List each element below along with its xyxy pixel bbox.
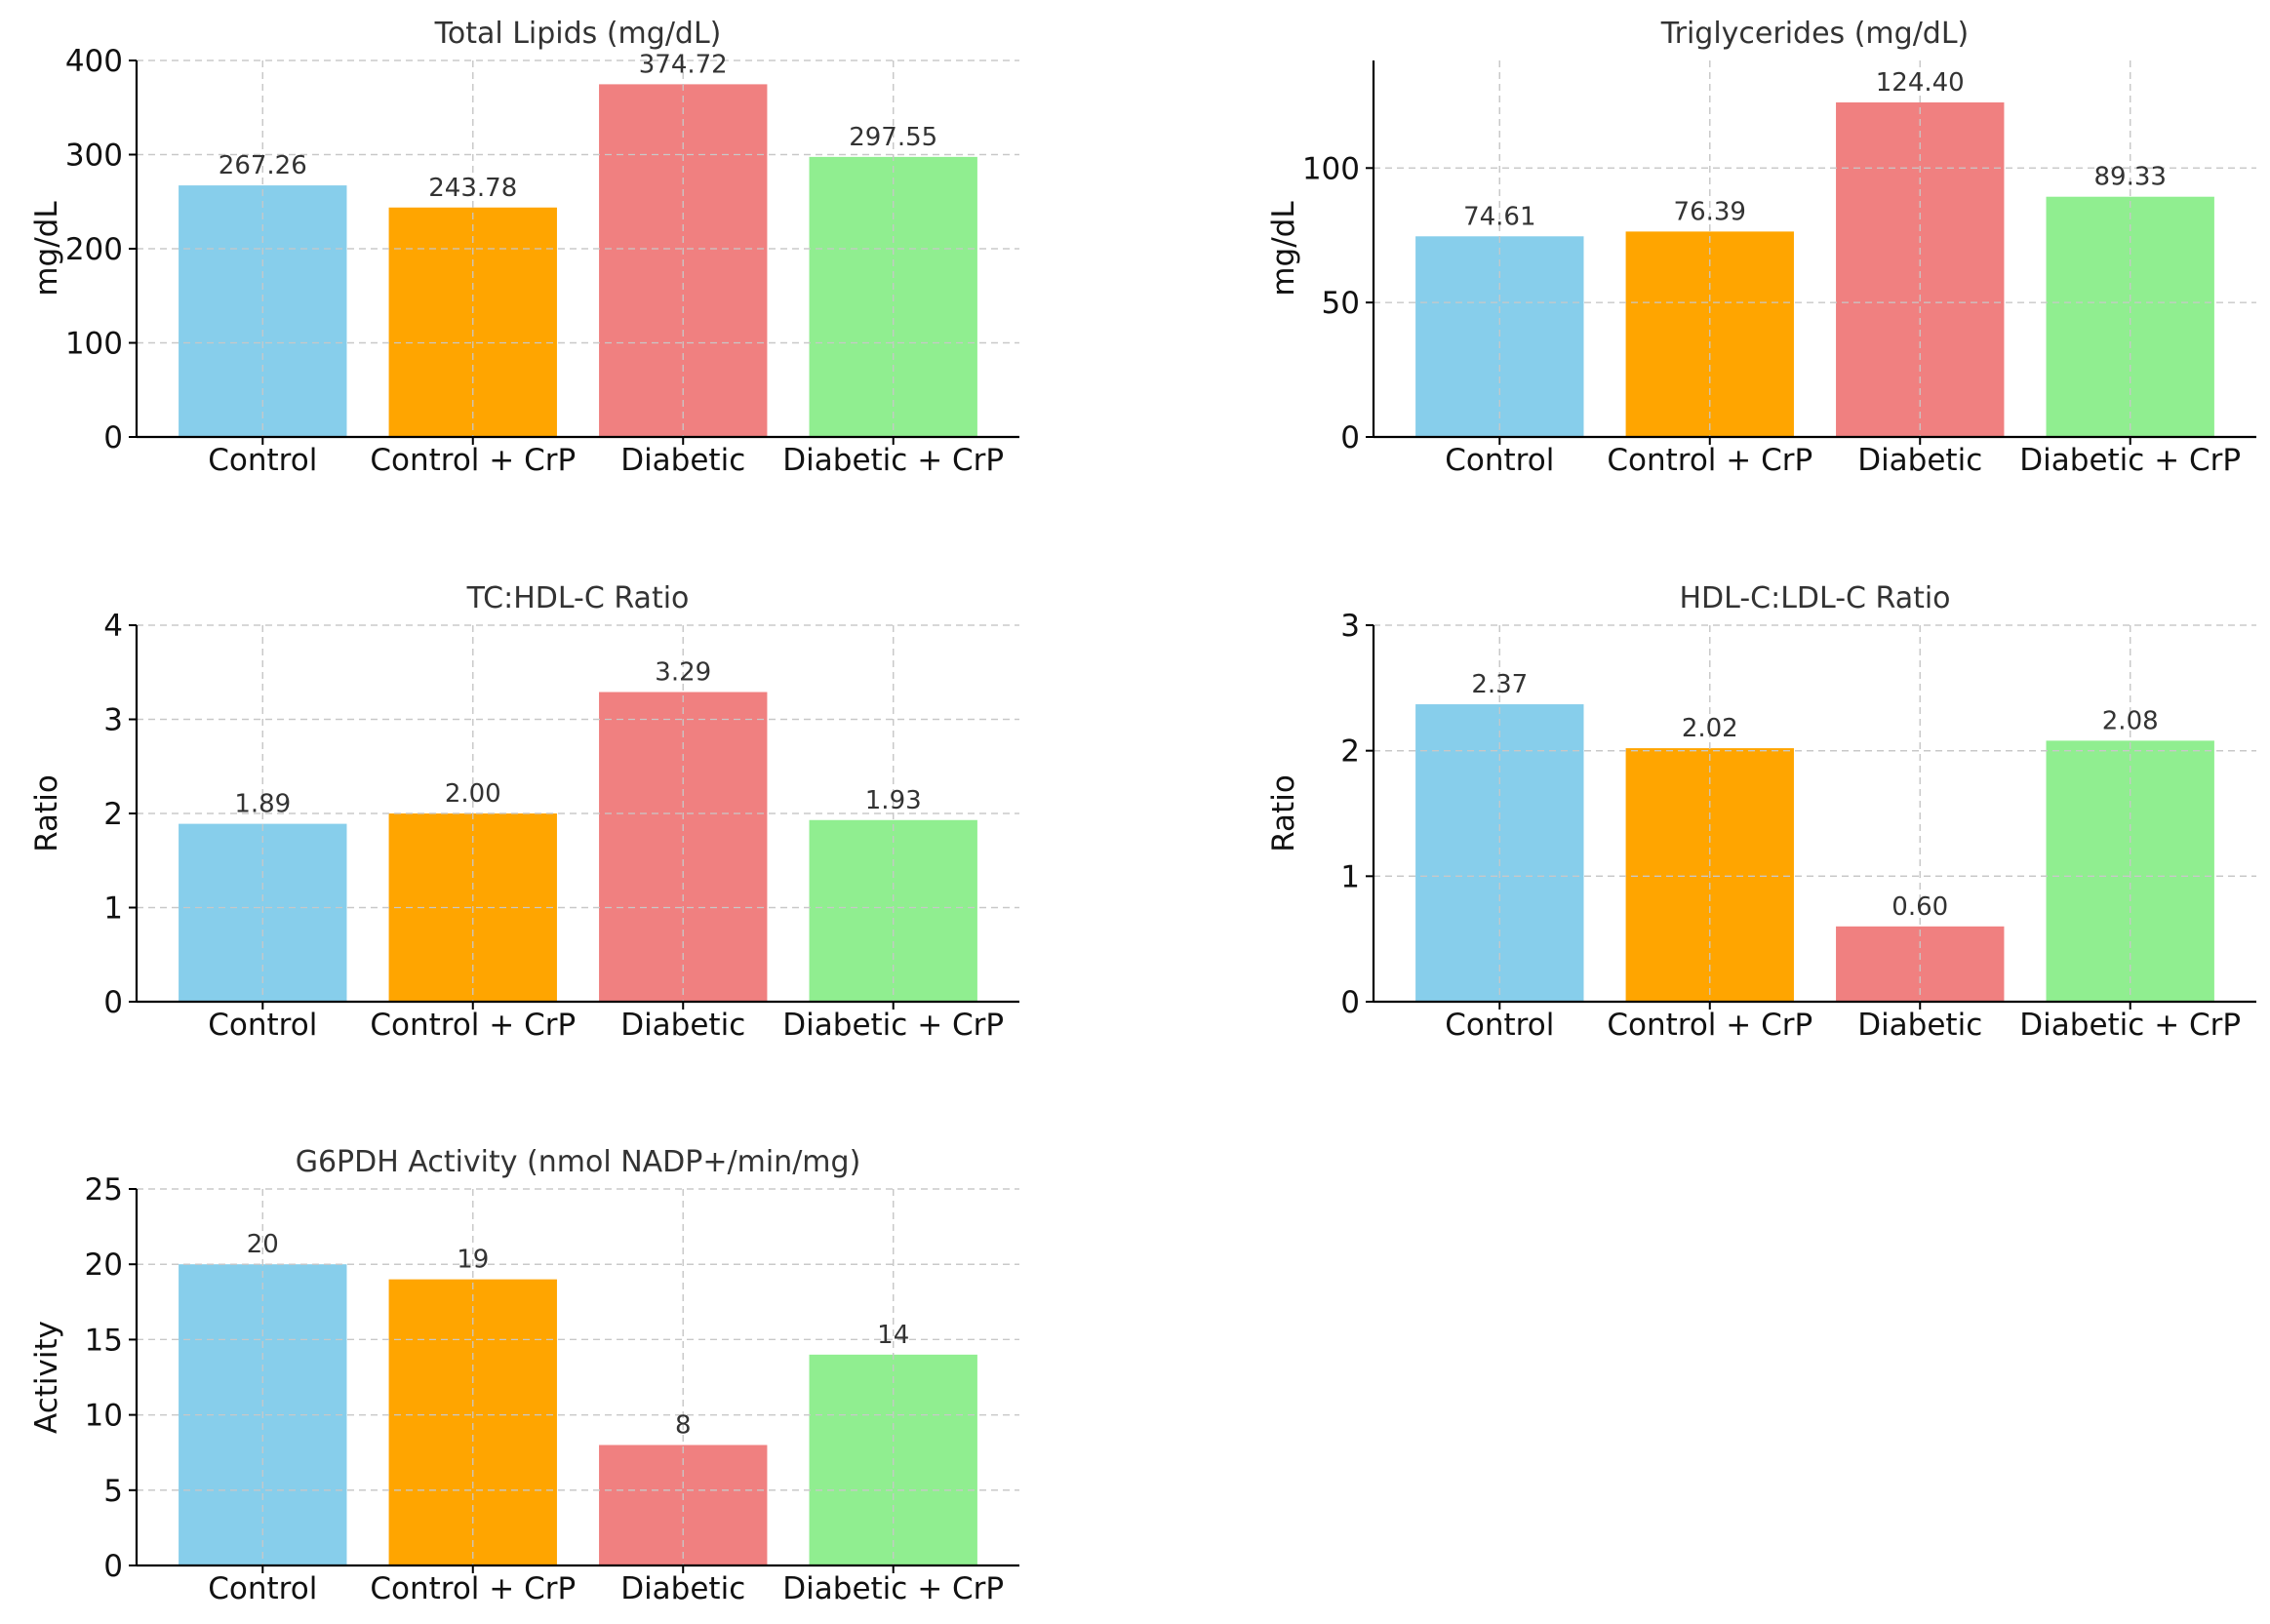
data-label: 8 (675, 1410, 692, 1440)
x-tick-label: Control (1445, 1008, 1554, 1043)
data-label: 89.33 (2093, 163, 2166, 192)
y-tick-label: 10 (85, 1399, 123, 1434)
y-axis-label: Ratio (29, 774, 64, 852)
x-tick-label: Diabetic + CrP (782, 1008, 1004, 1043)
y-tick-label: 300 (65, 139, 123, 174)
data-label: 74.61 (1463, 202, 1535, 231)
x-tick-label: Control (208, 443, 317, 478)
y-tick-label: 1 (1340, 859, 1360, 894)
data-label: 1.93 (865, 786, 922, 815)
y-tick-label: 0 (1340, 985, 1360, 1020)
chart-title: G6PDH Activity (nmol NADP+/min/mg) (296, 1145, 861, 1179)
x-tick-label: Diabetic (620, 443, 745, 478)
data-label: 14 (877, 1321, 909, 1350)
data-label: 3.29 (655, 658, 711, 688)
y-tick-label: 25 (85, 1172, 123, 1208)
y-tick-label: 200 (65, 232, 123, 267)
chart-panel: 20 19 8 14 0 5 10 15 20 25 Control Control + CrP Dia… (29, 1145, 1019, 1606)
x-tick-label: Diabetic (1857, 1008, 1982, 1043)
data-label: 267.26 (219, 151, 307, 180)
y-tick-label: 1 (103, 891, 123, 927)
y-tick-label: 400 (65, 44, 123, 79)
data-label: 20 (247, 1230, 279, 1259)
y-tick-label: 3 (1340, 609, 1360, 644)
data-label: 2.02 (1682, 714, 1738, 743)
data-label: 19 (457, 1246, 489, 1275)
y-axis-label: mg/dL (1266, 201, 1301, 297)
y-axis-label: Activity (29, 1321, 64, 1434)
chart-title: HDL-C:LDL-C Ratio (1679, 581, 1950, 615)
bar (1415, 236, 1584, 437)
data-label: 76.39 (1674, 197, 1746, 226)
y-tick-label: 0 (103, 420, 123, 456)
data-label: 2.08 (2102, 706, 2159, 735)
x-tick-label: Diabetic + CrP (782, 443, 1004, 478)
data-label: 297.55 (849, 123, 937, 152)
y-tick-label: 15 (85, 1323, 123, 1358)
x-tick-label: Control + CrP (370, 1571, 576, 1606)
y-axis-label: Ratio (1266, 774, 1301, 852)
y-tick-label: 4 (103, 609, 123, 644)
data-label: 124.40 (1876, 68, 1965, 98)
y-tick-label: 5 (103, 1474, 123, 1509)
data-label: 374.72 (639, 50, 728, 79)
y-tick-label: 2 (1340, 734, 1360, 770)
x-tick-label: Control + CrP (370, 1008, 576, 1043)
data-label: 1.89 (234, 790, 291, 819)
x-tick-label: Control + CrP (1607, 443, 1812, 478)
x-tick-label: Control (208, 1008, 317, 1043)
x-tick-label: Diabetic + CrP (2019, 1008, 2241, 1043)
data-label: 2.37 (1471, 670, 1528, 699)
chart-title: Total Lipids (mg/dL) (434, 17, 722, 51)
y-tick-label: 0 (103, 1549, 123, 1584)
x-tick-label: Control + CrP (1607, 1008, 1812, 1043)
chart-panel: 267.26 243.78 374.72 297.55 0 100 200 300 400 Con… (29, 17, 1019, 478)
y-tick-label: 0 (103, 985, 123, 1020)
x-tick-label: Control (1445, 443, 1554, 478)
x-tick-label: Control (208, 1571, 317, 1606)
x-tick-label: Diabetic (620, 1571, 745, 1606)
y-tick-label: 50 (1322, 286, 1360, 321)
y-tick-label: 0 (1340, 420, 1360, 456)
x-tick-label: Diabetic + CrP (2019, 443, 2241, 478)
x-tick-label: Control + CrP (370, 443, 576, 478)
y-axis-label: mg/dL (29, 201, 64, 297)
y-tick-label: 100 (65, 327, 123, 362)
x-tick-label: Diabetic (620, 1008, 745, 1043)
chart-panel: 74.61 76.39 124.40 89.33 0 50 100 Control Contro… (1266, 17, 2256, 478)
chart-panel: 2.37 2.02 0.60 2.08 0 1 2 3 Control Control + CrP… (1266, 581, 2256, 1043)
chart-title: TC:HDL-C Ratio (466, 581, 690, 615)
chart-panel: 1.89 2.00 3.29 1.93 0 1 2 3 4 Control Control + Cr… (29, 581, 1019, 1043)
data-label: 0.60 (1892, 892, 1948, 922)
y-tick-label: 20 (85, 1248, 123, 1283)
chart-title: Triglycerides (mg/dL) (1660, 17, 1970, 51)
y-tick-label: 100 (1302, 151, 1360, 186)
bar (1836, 102, 2005, 438)
x-tick-label: Diabetic + CrP (782, 1571, 1004, 1606)
y-tick-label: 2 (103, 797, 123, 832)
y-tick-label: 3 (103, 703, 123, 738)
x-tick-label: Diabetic (1857, 443, 1982, 478)
data-label: 243.78 (428, 174, 517, 203)
data-label: 2.00 (445, 779, 501, 809)
